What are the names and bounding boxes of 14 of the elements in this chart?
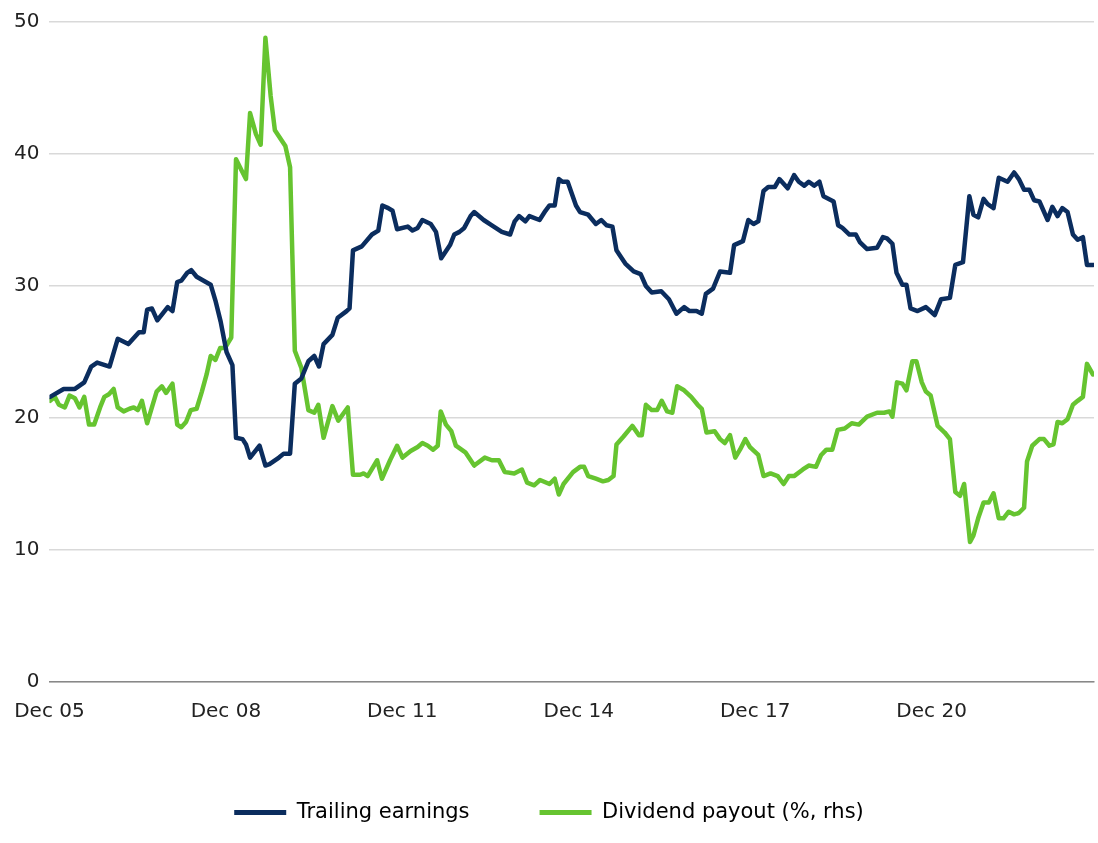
y-tick-label: 10 (14, 536, 40, 561)
y-tick-label: 30 (14, 272, 40, 297)
y-tick-label: 40 (14, 140, 40, 165)
y-tick-label: 50 (14, 8, 40, 33)
x-tick-label: Dec 14 (543, 698, 615, 723)
y-tick-label: 0 (26, 668, 40, 693)
x-tick-label: Dec 08 (190, 698, 262, 723)
y-tick-label: 20 (14, 404, 40, 429)
x-tick-label: Dec 05 (14, 698, 85, 723)
legend-label: Dividend payout (%, rhs) (602, 798, 864, 823)
x-tick-label: Dec 11 (367, 698, 438, 723)
x-tick-label: Dec 20 (896, 698, 967, 723)
legend-label: Trailing earnings (295, 798, 470, 823)
x-tick-label: Dec 17 (719, 698, 791, 723)
